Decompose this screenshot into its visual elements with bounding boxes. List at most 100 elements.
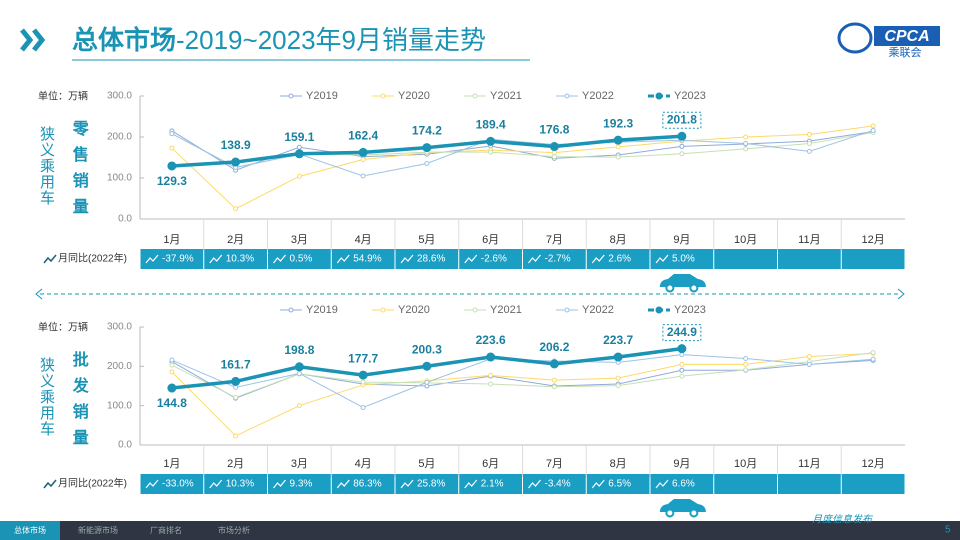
point: [294, 149, 304, 159]
point: [233, 433, 239, 439]
point: [615, 383, 621, 389]
legend-label: Y2019: [306, 304, 338, 316]
yoy-cell: [459, 249, 522, 269]
title: 总体市场-2019~2023年9月销量走势: [72, 25, 486, 55]
data-label: 244.9: [667, 325, 697, 339]
legend-marker: [380, 93, 386, 99]
yoy-value: -37.9%: [162, 254, 194, 265]
yoy-cell-icon: [655, 479, 669, 489]
point: [488, 149, 494, 155]
yoy-icon: [43, 254, 57, 264]
point: [806, 148, 812, 154]
y-tick-label: 0.0: [118, 214, 132, 225]
point: [806, 361, 812, 367]
point: [679, 143, 685, 149]
legend-label: Y2021: [490, 90, 522, 102]
y-tick-label: 300.0: [107, 322, 132, 333]
yoy-cell-icon: [591, 254, 605, 264]
y-tick-label: 100.0: [107, 173, 132, 184]
data-label: 138.9: [221, 138, 251, 152]
yoy-value: 54.9%: [353, 254, 381, 265]
point: [486, 136, 496, 146]
footer-tab[interactable]: 新能源市场: [78, 525, 118, 535]
yoy-cell: [331, 474, 395, 494]
yoy-value: 0.5%: [290, 254, 313, 265]
x-tick-label: 9月: [673, 234, 690, 246]
yoy-cell-icon: [273, 254, 286, 264]
y-tick-label: 200.0: [107, 132, 132, 143]
legend-label: Y2023: [674, 304, 706, 316]
legend-label: Y2021: [490, 304, 522, 316]
point: [677, 344, 687, 354]
divider-arrows: [35, 288, 905, 300]
x-tick-label: 9月: [673, 458, 690, 470]
x-tick-label: 5月: [418, 458, 435, 470]
title-icon: [20, 28, 46, 52]
point: [167, 383, 177, 393]
yoy-cell: [204, 249, 267, 269]
yoy-cell: [204, 474, 267, 494]
data-label: 223.7: [603, 333, 633, 347]
point: [551, 154, 557, 160]
y-axis-title-2: 批发销量: [70, 350, 90, 455]
yoy-cell: [395, 474, 459, 494]
x-tick-label: 2月: [227, 234, 244, 246]
point: [424, 160, 430, 166]
series-line: [171, 131, 874, 169]
point: [358, 370, 368, 380]
legend-marker: [288, 93, 294, 99]
point: [233, 394, 239, 400]
point: [233, 384, 239, 390]
data-label: 201.8: [667, 112, 697, 126]
x-tick-label: 4月: [355, 458, 372, 470]
point: [231, 157, 241, 167]
point: [743, 355, 749, 361]
logo-text: CPCA: [884, 28, 929, 45]
x-tick-label: 10月: [734, 234, 757, 246]
point: [743, 367, 749, 373]
point: [486, 352, 496, 362]
yoy-cell-icon: [591, 479, 605, 489]
yoy-cell-icon: [464, 254, 478, 264]
yoy-value: 2.6%: [608, 254, 631, 265]
yoy-cell-icon: [336, 254, 350, 264]
point: [549, 359, 559, 369]
point: [360, 157, 366, 163]
point: [169, 131, 175, 137]
footer-tab[interactable]: 总体市场: [14, 525, 46, 535]
yoy-value: 10.3%: [226, 254, 254, 265]
data-label: 176.8: [539, 123, 569, 137]
point: [870, 350, 876, 356]
y-tick-label: 0.0: [118, 440, 132, 451]
point: [743, 361, 749, 367]
data-label: 161.7: [221, 358, 251, 372]
car-wheel: [665, 508, 675, 518]
yoy-cell: [523, 249, 586, 269]
logo-subtext: 乘联会: [889, 46, 922, 59]
series-line: [171, 352, 874, 437]
yoy-cell: [523, 474, 586, 494]
footer-note: 月度信息发布: [812, 514, 874, 526]
legend-marker: [655, 306, 663, 314]
yoy-cell: [395, 249, 459, 269]
x-tick-label: 7月: [546, 458, 563, 470]
yoy-value: 9.3%: [290, 479, 313, 490]
yoy-cell-icon: [400, 254, 414, 264]
yoy-cell: [586, 249, 650, 269]
yoy-cell: [268, 249, 331, 269]
car-wheel: [665, 283, 675, 293]
x-tick-label: 8月: [610, 234, 627, 246]
point: [870, 356, 876, 362]
point: [743, 141, 749, 147]
point: [613, 135, 623, 145]
point: [422, 361, 432, 371]
legend-marker: [472, 307, 478, 313]
yoy-cell: [331, 249, 395, 269]
point: [488, 381, 494, 387]
footer-tab[interactable]: 市场分析: [218, 525, 250, 535]
car-wheel: [689, 283, 699, 293]
footer-tab[interactable]: 厂商排名: [150, 525, 182, 535]
legend-label: Y2019: [306, 90, 338, 102]
point: [231, 376, 241, 386]
